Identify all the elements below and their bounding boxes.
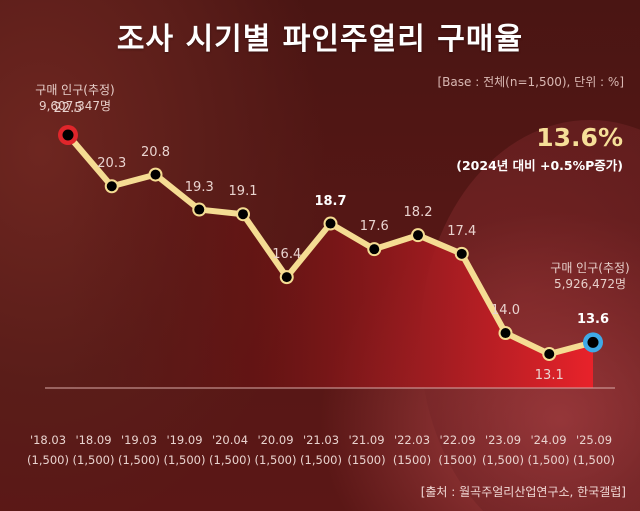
value-label: 13.1	[534, 368, 564, 383]
x-tick-period: '18.03	[29, 433, 67, 447]
data-point-dot	[281, 272, 292, 283]
data-point-dot	[500, 328, 511, 339]
x-tick-period: '21.03	[302, 433, 340, 447]
x-tick-sample-size: (1,500)	[300, 453, 342, 467]
x-tick-sample-size: (1,500)	[482, 453, 524, 467]
x-tick-label: '22.03 (1500)	[389, 430, 435, 470]
x-tick-sample-size: (1,500)	[573, 453, 615, 467]
population-start: 구매 인구(추정) 9,607,347명	[10, 82, 140, 114]
data-markers	[58, 125, 603, 361]
x-tick-label: '20.04 (1,500)	[207, 430, 253, 470]
chart-title: 조사 시기별 파인주얼리 구매율	[116, 22, 524, 57]
population-end-value: 5,926,472명	[553, 277, 627, 291]
x-tick-label: '18.03 (1,500)	[25, 430, 71, 470]
source-note: [출처 : 월곡주얼리산업연구소, 한국갤럽]	[420, 485, 626, 499]
value-label: 18.2	[403, 205, 433, 221]
population-start-value: 9,607,347명	[38, 99, 112, 113]
value-label: 19.3	[184, 179, 214, 195]
x-tick-period: '18.09	[75, 433, 112, 447]
x-tick-label: '18.09 (1,500)	[71, 430, 117, 470]
population-end-label: 구매 인구(추정)	[550, 261, 630, 275]
area-fill	[68, 135, 593, 388]
x-tick-period: '22.09	[439, 433, 476, 447]
data-point-dot	[194, 204, 205, 215]
x-tick-label: '19.09 (1,500)	[162, 430, 208, 470]
value-label: 22.5	[53, 101, 83, 116]
x-tick-sample-size: (1,500)	[254, 453, 297, 467]
x-tick-sample-size: (1,500)	[118, 453, 160, 467]
x-tick-label: '22.09 (1500)	[435, 430, 481, 470]
x-tick-period: '19.03	[120, 433, 158, 447]
data-point-dot	[325, 218, 336, 229]
x-tick-sample-size: (1500)	[392, 453, 432, 467]
data-point-dot	[369, 244, 380, 255]
value-label: 13.6	[576, 312, 610, 328]
highlight-value: 13.6%	[536, 123, 623, 152]
value-label: 18.7	[314, 193, 347, 209]
x-tick-label: '20.09 (1,500)	[253, 430, 299, 470]
data-point-marker	[62, 129, 74, 141]
population-start-label: 구매 인구(추정)	[35, 83, 115, 97]
x-tick-sample-size: (1,500)	[163, 453, 206, 467]
x-tick-period: '20.09	[257, 433, 294, 447]
data-point-dot	[150, 169, 161, 180]
x-tick-label: '19.03 (1,500)	[116, 430, 162, 470]
x-tick-label: '25.09 (1,500)	[571, 430, 617, 470]
x-tick-label: '21.03 (1,500)	[298, 430, 344, 470]
x-tick-period: '22.03	[393, 433, 431, 447]
x-tick-period: '25.09	[575, 433, 613, 447]
value-label: 20.8	[141, 144, 170, 160]
data-point-dot	[238, 209, 248, 220]
x-tick-period: '24.09	[530, 433, 567, 447]
x-tick-period: '21.09	[348, 433, 385, 447]
value-label: 19.1	[228, 184, 258, 200]
data-point-marker	[587, 336, 599, 348]
x-tick-label: '23.09 (1,500)	[480, 430, 526, 470]
x-tick-sample-size: (1,500)	[527, 453, 570, 467]
base-note: [Base : 전체(n=1,500), 단위 : %]	[437, 75, 625, 89]
value-label: 20.3	[97, 156, 127, 172]
x-tick-sample-size: (1,500)	[27, 453, 69, 467]
x-tick-sample-size: (1500)	[438, 453, 477, 467]
value-label: 17.6	[359, 219, 389, 235]
value-label: 14.0	[491, 303, 520, 319]
x-tick-sample-size: (1,500)	[209, 453, 251, 467]
x-tick-label: '21.09 (1500)	[344, 430, 390, 470]
x-tick-period: '19.09	[166, 433, 203, 447]
x-tick-label: '24.09 (1,500)	[526, 430, 572, 470]
value-label: 17.4	[447, 223, 477, 239]
data-point-dot	[106, 181, 117, 192]
data-point-dot	[456, 248, 467, 259]
data-point-dot	[413, 230, 423, 241]
value-label: 16.4	[272, 247, 302, 263]
x-tick-sample-size: (1,500)	[72, 453, 115, 467]
x-tick-sample-size: (1500)	[347, 453, 386, 467]
highlight-subtitle: (2024년 대비 +0.5%P증가)	[456, 158, 623, 173]
x-tick-period: '23.09	[484, 433, 522, 447]
data-point-dot	[544, 349, 555, 359]
x-tick-period: '20.04	[211, 433, 249, 447]
population-end: 구매 인구(추정) 5,926,472명	[538, 260, 640, 292]
